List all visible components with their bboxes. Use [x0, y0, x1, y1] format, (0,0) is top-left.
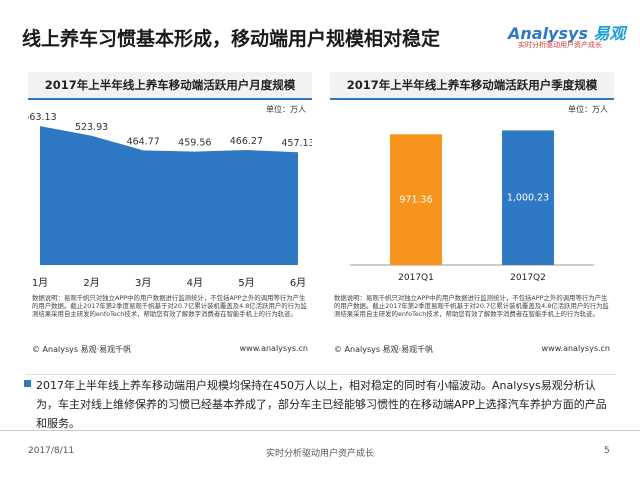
value-label: 563.13 — [28, 112, 57, 123]
brand: Analysys — [508, 24, 588, 43]
summary: 2017年上半年线上养车移动端用户规模均保持在450万人以上，相对稳定的同时有小… — [36, 379, 607, 430]
x-tick-label: 4月 — [187, 277, 203, 289]
value-label: 466.27 — [230, 136, 263, 147]
x-tick-label: 2017Q2 — [510, 273, 546, 283]
unit: 单位：万人 — [568, 105, 608, 114]
value-label: 459.56 — [178, 138, 211, 149]
bar — [390, 134, 442, 265]
plot: 563.13 1月 523.93 2月 464.77 3月 459.56 4月 466.27 5月… — [28, 112, 312, 289]
footer-line — [0, 430, 640, 431]
source: © Analysys 易观·易观千帆 — [334, 345, 434, 354]
brand-cn: 易观 — [593, 24, 626, 43]
note: 数据说明：易观千帆只对独立APP中的用户数据进行监测统计，不包括APP之外的调用… — [32, 294, 307, 318]
logo: Analysys 易观 — [508, 20, 626, 44]
value-label: 464.77 — [127, 136, 160, 147]
x-tick-label: 3月 — [135, 277, 151, 289]
site: www.analysys.cn — [239, 344, 308, 353]
footer-date: 2017/8/11 — [28, 446, 75, 456]
slide-title: 线上养车习惯基本形成，移动端用户规模相对稳定 — [22, 28, 441, 50]
chart-title: 2017年上半年线上养车移动端活跃用户月度规模 — [28, 72, 312, 100]
plot: 971.36 2017Q1 1,000.23 2017Q2 — [350, 130, 594, 283]
tagline: 实时分析驱动用户资产成长 — [518, 41, 602, 49]
area — [40, 126, 298, 265]
x-tick-label: 2017Q1 — [398, 273, 434, 283]
x-tick-label: 6月 — [290, 277, 306, 289]
footer-slogan: 实时分析驱动用户资产成长 — [265, 449, 374, 459]
chart-title: 2017年上半年线上养车移动端活跃用户季度规模 — [330, 72, 614, 100]
chart-panel: 2017年上半年线上养车移动端活跃用户月度规模 单位：万人 563.13 1月 52… — [28, 72, 312, 362]
chart-panel: 2017年上半年线上养车移动端活跃用户季度规模 单位：万人 971.36 2017… — [330, 72, 614, 362]
value-label: 1,000.23 — [507, 193, 549, 204]
source: © Analysys 易观·易观千帆 — [32, 345, 132, 354]
bullet — [24, 380, 31, 387]
value-label: 457.13 — [281, 138, 312, 149]
x-tick-label: 1月 — [32, 277, 48, 289]
bar — [502, 130, 554, 265]
x-tick-label: 5月 — [238, 277, 254, 289]
unit: 单位：万人 — [266, 105, 306, 114]
x-tick-label: 2月 — [83, 277, 99, 289]
value-label: 523.93 — [75, 122, 108, 133]
divider — [26, 374, 616, 375]
note: 数据说明：易观千帆只对独立APP中的用户数据进行监测统计，不包括APP之外的调用… — [334, 294, 609, 318]
page-number: 5 — [604, 446, 610, 456]
value-label: 971.36 — [399, 195, 432, 206]
site: www.analysys.cn — [541, 344, 610, 353]
